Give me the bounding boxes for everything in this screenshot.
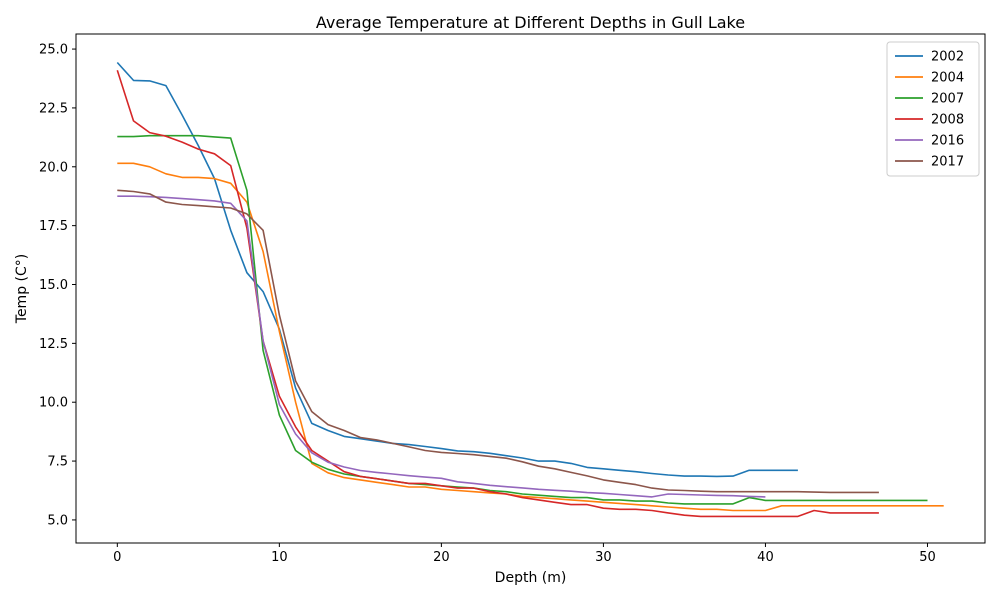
legend-label: 2017 <box>931 155 964 170</box>
legend-label: 2007 <box>931 92 964 107</box>
x-tick-label: 10 <box>271 550 288 565</box>
series-line-2017 <box>117 189 879 494</box>
legend-label: 2002 <box>931 50 964 65</box>
series-line-2007 <box>117 134 928 505</box>
legend-label: 2016 <box>931 134 964 149</box>
y-tick-label: 17.5 <box>39 219 68 234</box>
x-tick-label: 0 <box>113 550 121 565</box>
x-tick-label: 40 <box>757 550 774 565</box>
y-axis: 5.0 7.5 10.0 12.5 15.0 17.5 20.0 22.5 25.0 <box>39 43 76 528</box>
x-tick-label: 30 <box>595 550 612 565</box>
x-axis: 0 10 20 30 40 50 <box>113 543 936 565</box>
series-line-2016 <box>117 195 766 498</box>
y-tick-label: 10.0 <box>39 396 68 411</box>
y-tick-label: 22.5 <box>39 101 68 116</box>
legend: 2002 2004 2007 2008 2016 2017 <box>886 41 980 177</box>
legend-box <box>886 41 980 177</box>
y-tick-label: 7.5 <box>47 455 68 470</box>
legend-label: 2004 <box>931 71 964 86</box>
y-tick-label: 15.0 <box>39 278 68 293</box>
plot-frame <box>75 33 986 544</box>
y-tick-label: 12.5 <box>39 337 68 352</box>
series-line-2008 <box>116 70 879 518</box>
chart-title: Average Temperature at Different Depths … <box>316 13 745 32</box>
legend-label: 2008 <box>931 113 964 128</box>
x-axis-label: Depth (m) <box>495 570 567 586</box>
x-tick-label: 20 <box>433 550 450 565</box>
y-axis-label: Temp (C°) <box>14 254 30 324</box>
y-tick-label: 20.0 <box>39 160 68 175</box>
y-tick-label: 25.0 <box>39 43 68 58</box>
series-line-2002 <box>116 61 798 478</box>
x-tick-label: 50 <box>919 550 936 565</box>
y-tick-label: 5.0 <box>47 513 68 528</box>
plot-area <box>116 61 944 518</box>
series-line-2004 <box>117 162 944 512</box>
